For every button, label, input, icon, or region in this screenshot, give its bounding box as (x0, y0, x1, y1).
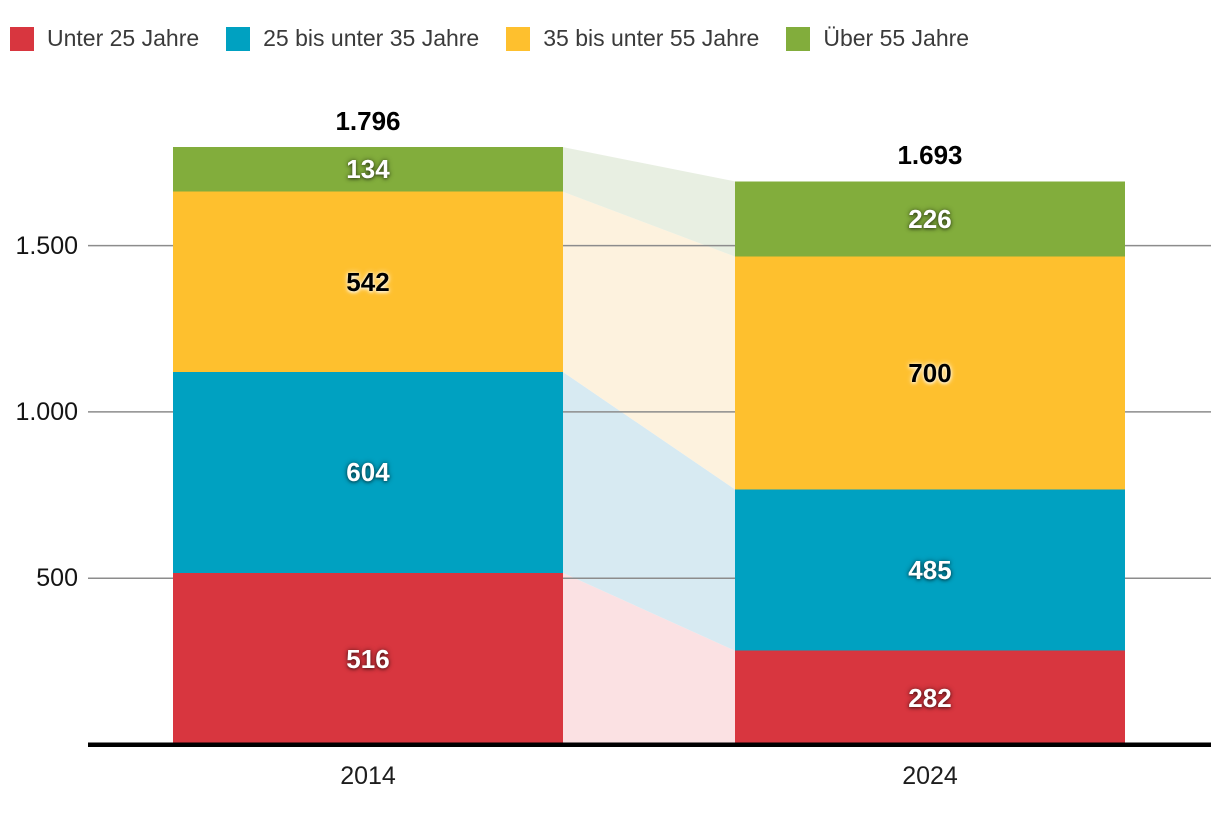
y-axis-tick-label: 1.500 (15, 231, 78, 260)
flow-band (563, 572, 735, 745)
bar-segment[interactable] (173, 371, 563, 573)
bar-segment[interactable] (173, 572, 563, 745)
bar-segment[interactable] (173, 147, 563, 192)
x-axis-line (88, 742, 1211, 747)
bar-segment[interactable] (173, 191, 563, 372)
legend-item-label: Über 55 Jahre (823, 25, 970, 51)
legend: Unter 25 Jahre 25 bis unter 35 Jahre 35 bi… (10, 25, 969, 52)
legend-item-label: 25 bis unter 35 Jahre (263, 25, 480, 51)
legend-swatch-icon (226, 26, 251, 51)
legend-swatch-icon (506, 26, 531, 51)
bar-segment[interactable] (735, 489, 1125, 651)
legend-item-label: Unter 25 Jahre (47, 25, 200, 51)
legend-item: 25 bis unter 35 Jahre (226, 25, 479, 52)
flow-band (563, 191, 735, 490)
bar-segment[interactable] (735, 256, 1125, 490)
legend-item-label: 35 bis unter 55 Jahre (543, 25, 760, 51)
legend-item: Über 55 Jahre (786, 25, 969, 52)
flow-band (563, 371, 735, 651)
bar-segment[interactable] (735, 650, 1125, 745)
legend-swatch-icon (10, 26, 34, 51)
flow-band (563, 147, 735, 257)
legend-item: Unter 25 Jahre (10, 25, 199, 52)
bar-segment[interactable] (735, 181, 1125, 257)
y-axis-tick-label: 500 (36, 564, 78, 593)
legend-item: 35 bis unter 55 Jahre (506, 25, 759, 52)
legend-swatch-icon (786, 26, 811, 51)
y-axis-tick-label: 1.000 (15, 397, 78, 426)
